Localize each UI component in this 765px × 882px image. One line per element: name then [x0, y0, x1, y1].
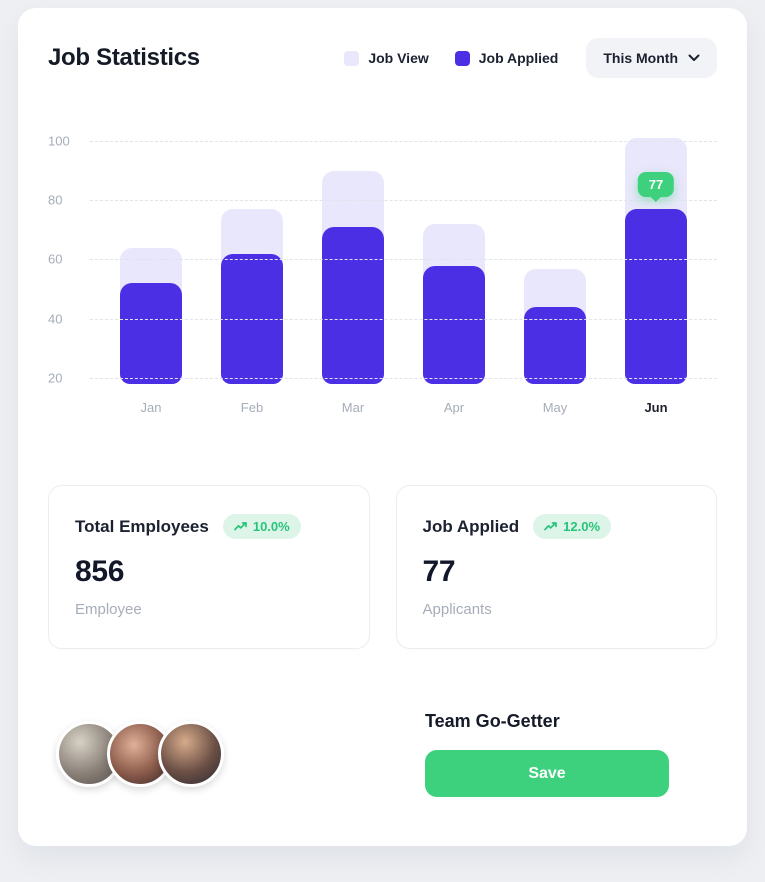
- grid-line: [90, 318, 717, 320]
- team-title: Team Go-Getter: [425, 711, 560, 731]
- stat-title: Job Applied: [422, 516, 520, 536]
- x-axis-label-apr: Apr: [443, 400, 465, 415]
- chevron-down-icon: [688, 54, 700, 62]
- avatar-group: [56, 721, 224, 787]
- grid-line: [90, 140, 717, 142]
- plot-area: 77 100 80 60 40 20: [48, 122, 717, 385]
- bar-group-mar[interactable]: [322, 122, 384, 384]
- x-axis-label-jan: Jan: [140, 400, 162, 415]
- bar-job-applied: [322, 227, 384, 384]
- x-axis-label-jun: Jun: [644, 400, 668, 415]
- period-dropdown-label: This Month: [603, 50, 678, 66]
- stat-subtitle: Applicants: [422, 601, 492, 618]
- legend-label-job-view: Job View: [368, 50, 429, 66]
- stat-card-job-applied: Job Applied 12.0% 77 Applicants: [395, 485, 717, 649]
- stat-head: Total Employees 10.0%: [75, 514, 343, 539]
- stat-value: 856: [75, 555, 125, 588]
- chart-legend: Job View Job Applied: [344, 50, 558, 66]
- trend-badge-value: 10.0%: [252, 519, 290, 534]
- legend-swatch-job-view: [344, 50, 360, 66]
- header: Job Statistics Job View Job Applied This…: [48, 38, 717, 78]
- team-section: Team Go-Getter Save: [425, 711, 669, 797]
- page-title: Job Statistics: [48, 44, 200, 71]
- trend-up-icon: [233, 522, 247, 531]
- trend-badge: 12.0%: [533, 514, 612, 539]
- bar-job-applied: [423, 265, 485, 384]
- legend-item-job-view[interactable]: Job View: [344, 50, 429, 66]
- bar-group-feb[interactable]: [221, 122, 283, 384]
- footer: Team Go-Getter Save: [48, 711, 717, 797]
- stat-value: 77: [422, 555, 456, 588]
- trend-up-icon: [544, 522, 558, 531]
- legend-swatch-job-applied: [454, 50, 470, 66]
- x-axis-label-mar: Mar: [341, 400, 365, 415]
- trend-badge: 10.0%: [222, 514, 301, 539]
- x-axis-label-may: May: [542, 400, 568, 415]
- bar-job-applied: [524, 307, 586, 384]
- y-axis-label: 80: [48, 192, 63, 208]
- bar-group-jan[interactable]: [120, 122, 182, 384]
- bars-layer: 77: [90, 122, 717, 384]
- bar-group-may[interactable]: [524, 122, 586, 384]
- y-axis-label: 60: [48, 251, 63, 267]
- x-axis-label-feb: Feb: [240, 400, 264, 415]
- job-statistics-card: Job Statistics Job View Job Applied This…: [18, 8, 747, 846]
- y-axis-label: 100: [48, 133, 70, 149]
- bar-group-jun[interactable]: 77: [625, 122, 687, 384]
- legend-item-job-applied[interactable]: Job Applied: [454, 50, 559, 66]
- grid-line: [90, 259, 717, 261]
- save-button[interactable]: Save: [425, 750, 669, 797]
- bar-job-applied: [120, 283, 182, 384]
- avatar-3: [158, 721, 224, 787]
- x-axis-labels: Jan Feb Mar Apr May Jun: [90, 400, 717, 415]
- stat-head: Job Applied 12.0%: [423, 514, 691, 539]
- stat-subtitle: Employee: [75, 601, 142, 618]
- y-axis-label: 40: [48, 311, 63, 327]
- stat-card-total-employees: Total Employees 10.0% 856 Employee: [48, 485, 370, 649]
- stat-title: Total Employees: [75, 516, 209, 536]
- grid-line: [90, 200, 717, 202]
- legend-label-job-applied: Job Applied: [478, 50, 559, 66]
- trend-badge-value: 12.0%: [563, 519, 601, 534]
- y-axis-label: 20: [48, 370, 63, 386]
- bar-chart: 77 100 80 60 40 20 Jan Feb Mar Apr May Jun: [48, 122, 717, 415]
- period-dropdown[interactable]: This Month: [586, 38, 717, 78]
- bar-group-apr[interactable]: [423, 122, 485, 384]
- grid-line: [90, 377, 717, 379]
- stats-row: Total Employees 10.0% 856 Employee Job A…: [48, 485, 717, 649]
- jun-value-tooltip: 77: [637, 172, 675, 198]
- bar-job-applied: [625, 209, 687, 384]
